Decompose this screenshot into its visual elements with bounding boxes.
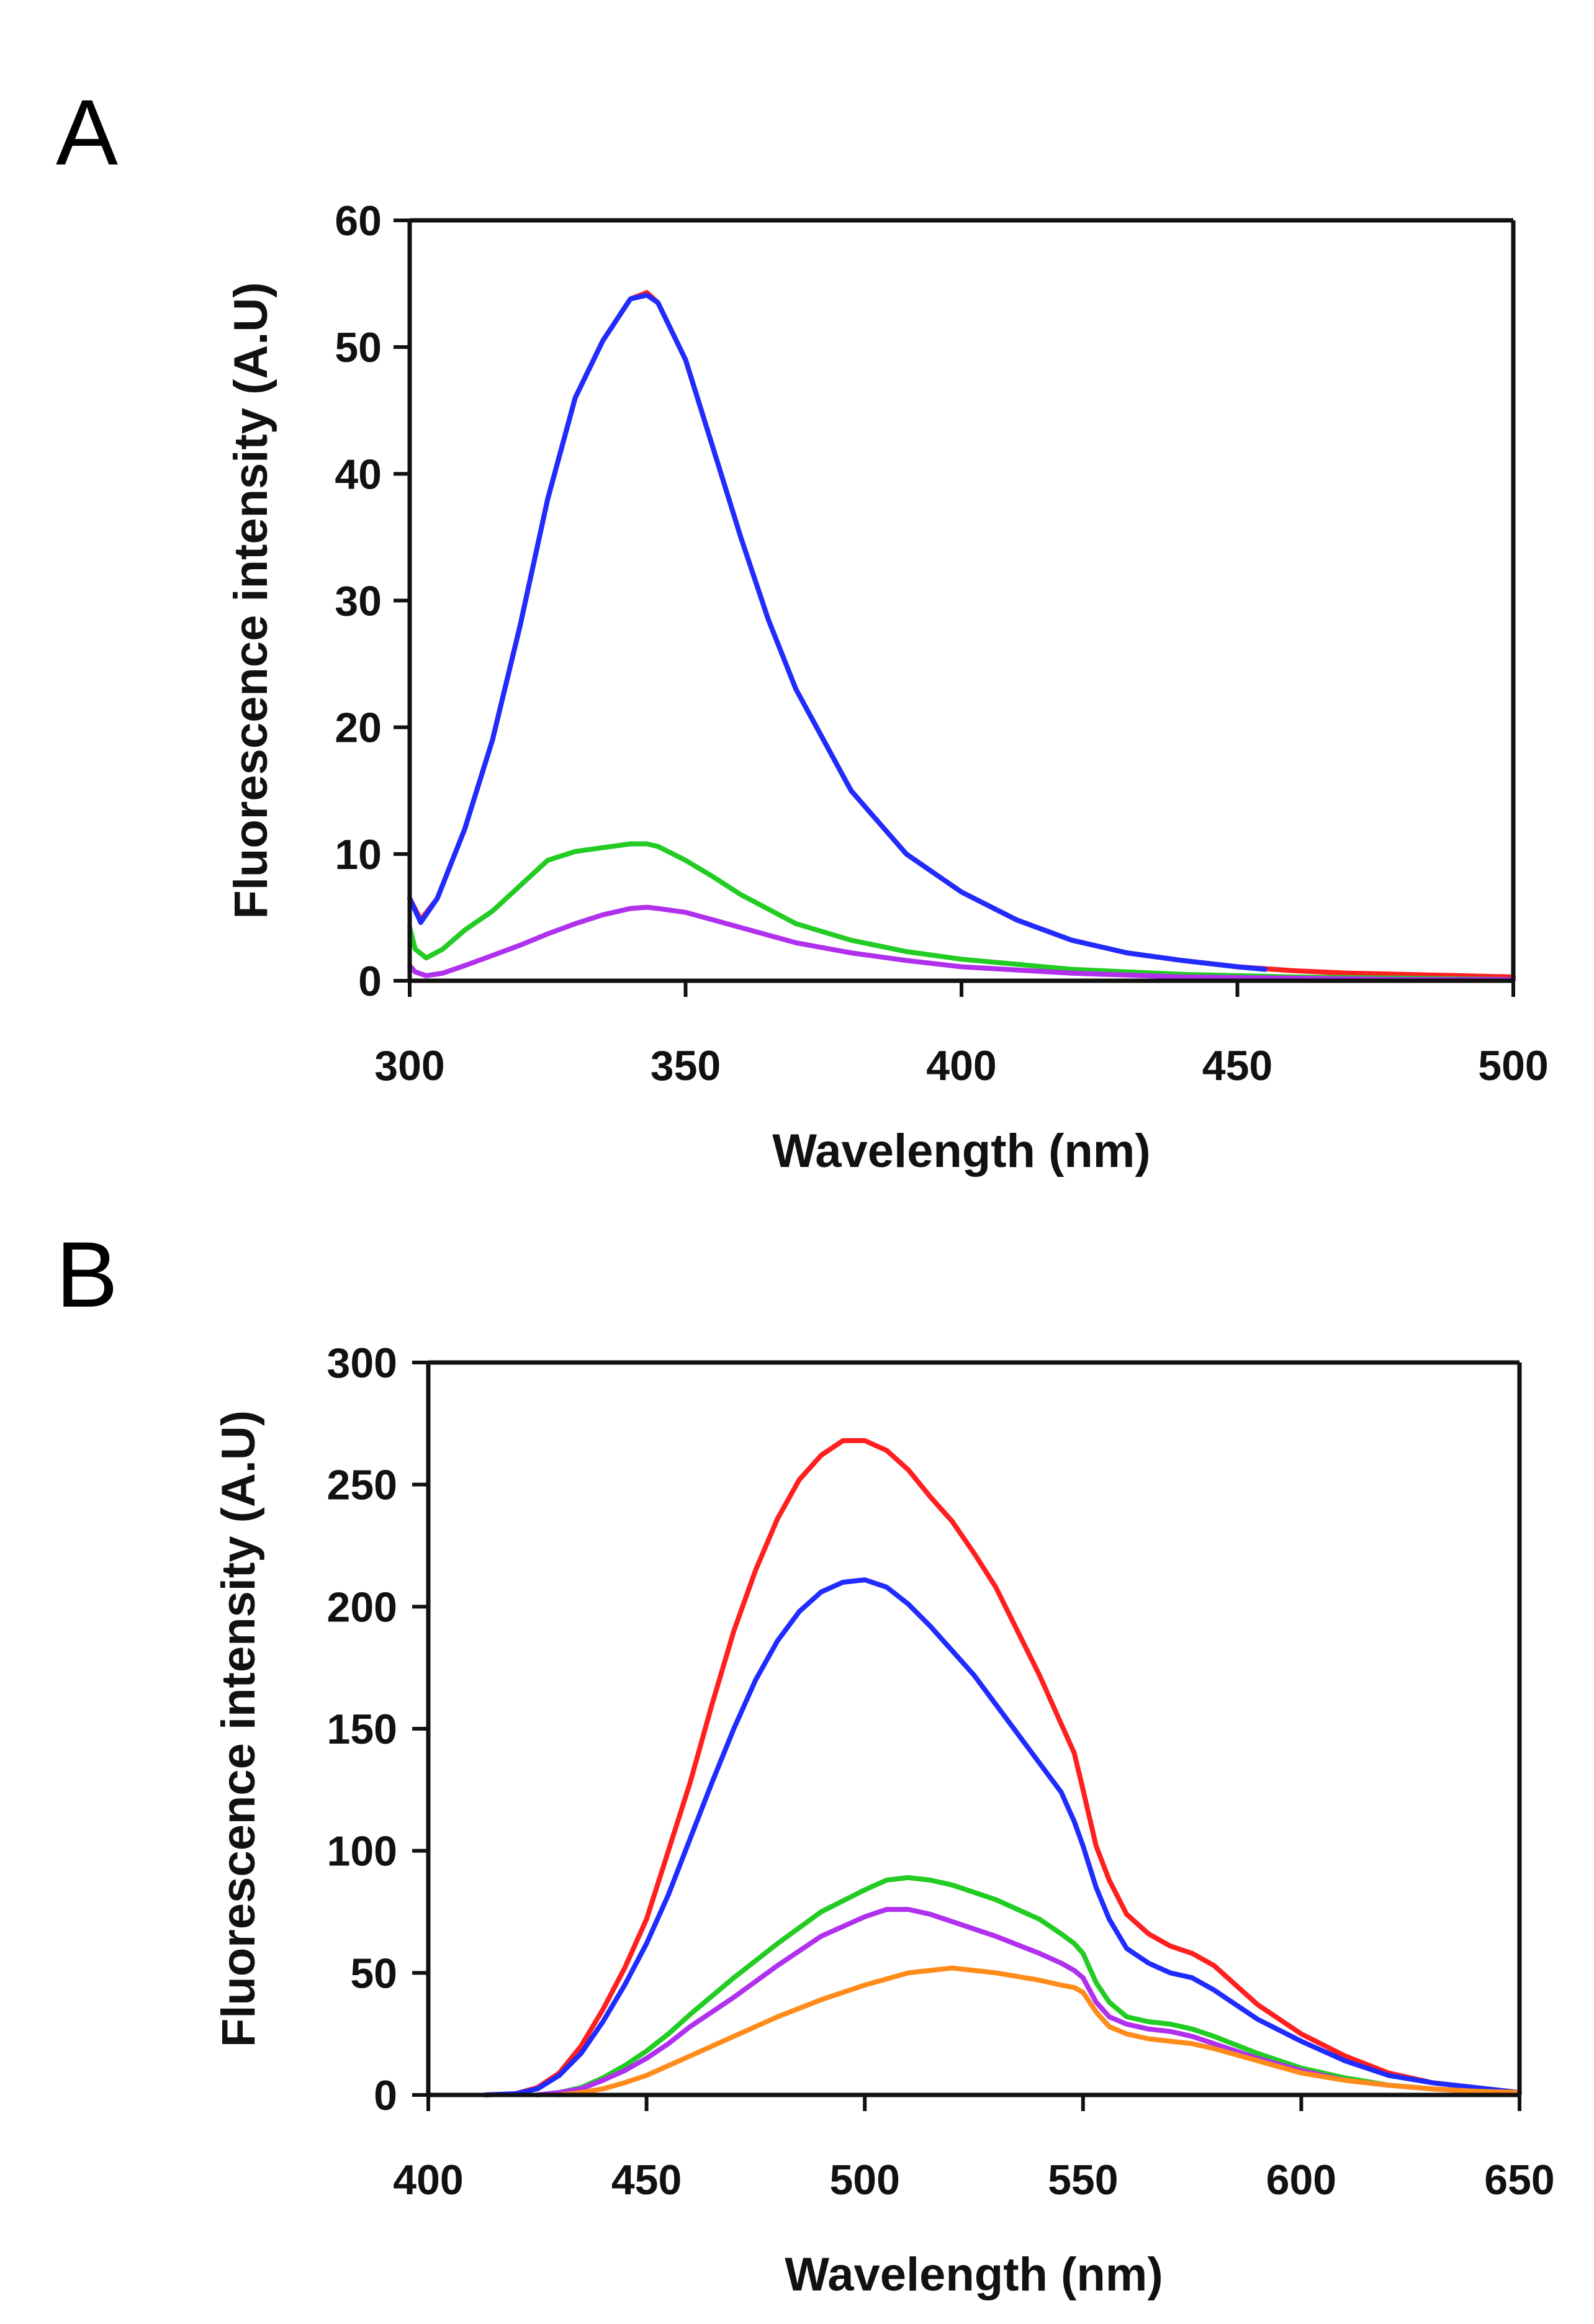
series-b-red xyxy=(482,1438,1522,2097)
series-b-green xyxy=(534,1875,1522,2097)
x-tick-label-b: 600 xyxy=(1266,2156,1336,2204)
x-axis-title-a: Wavelength (nm) xyxy=(772,1125,1150,1178)
y-tick-label-b: 100 xyxy=(327,1828,397,1875)
y-tick-label-a: 30 xyxy=(335,578,382,625)
x-tick-label-b: 550 xyxy=(1048,2156,1118,2204)
x-tick-label-b: 450 xyxy=(611,2156,682,2204)
y-axis-title-a: Fluorescence intensity (A.U) xyxy=(225,282,277,919)
y-tick-label-b: 300 xyxy=(327,1340,397,1387)
y-tick-label-a: 50 xyxy=(335,324,382,371)
x-tick-label-b: 650 xyxy=(1484,2156,1554,2204)
y-tick-label-b: 200 xyxy=(327,1583,397,1631)
y-tick-label-a: 20 xyxy=(335,705,382,752)
y-tick-label-a: 10 xyxy=(335,831,382,878)
x-tick-label-b: 400 xyxy=(393,2156,463,2204)
x-tick-label-a: 450 xyxy=(1202,1042,1272,1089)
x-tick-label-b: 500 xyxy=(829,2156,899,2204)
x-tick-label-a: 500 xyxy=(1478,1042,1548,1089)
x-tick-label-a: 350 xyxy=(651,1042,721,1089)
series-a-purple xyxy=(407,904,1516,982)
y-axis-title-b: Fluorescence intensity (A.U) xyxy=(212,1410,265,2047)
x-axis-title-b: Wavelength (nm) xyxy=(785,2248,1163,2301)
y-tick-label-b: 150 xyxy=(327,1706,397,1753)
x-tick-label-a: 400 xyxy=(926,1042,996,1089)
y-tick-label-b: 50 xyxy=(350,1950,397,1997)
series-b-blue xyxy=(482,1577,1522,2097)
y-tick-label-a: 0 xyxy=(358,958,382,1005)
panel-letter-b: B xyxy=(56,1222,118,1326)
y-tick-label-a: 60 xyxy=(335,197,382,245)
x-tick-label-a: 300 xyxy=(374,1042,444,1089)
series-a-green xyxy=(407,841,1516,982)
y-tick-label-b: 0 xyxy=(374,2072,397,2119)
y-tick-label-a: 40 xyxy=(335,451,382,498)
panel-letter-a: A xyxy=(56,80,118,184)
series-b-orange xyxy=(557,1965,1522,2097)
series-a-blue xyxy=(407,292,1268,972)
chart-panel-a: 300 350 400 450 500 0 10 20 30 40 50 60 Wavelength (… xyxy=(225,197,1549,1178)
y-tick-label-b: 250 xyxy=(327,1462,397,1509)
chart-panel-b: 400 450 500 550 600 650 0 50 100 150 200 250 300 Wave… xyxy=(212,1340,1555,2301)
